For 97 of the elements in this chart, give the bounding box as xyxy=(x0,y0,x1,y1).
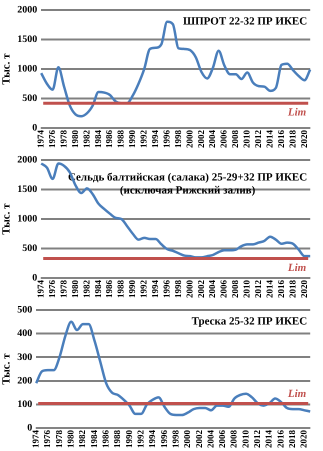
y-axis-title: Тыс. т xyxy=(0,352,12,385)
x-tick-label: 1998 xyxy=(172,280,183,298)
text: ШПРОТ 22-32 ПР ИКЕС xyxy=(183,15,308,28)
x-tick-label: 2016 xyxy=(275,430,286,448)
x-tick-label: 1994 xyxy=(150,280,160,298)
y-tick-label: 300 xyxy=(17,352,32,363)
ref-line-label: Lim xyxy=(286,388,307,400)
x-tick-label: 2002 xyxy=(194,430,204,448)
ref-line-label: Lim xyxy=(286,106,307,119)
x-tick-label: 1988 xyxy=(116,280,126,298)
x-tick-label: 1974 xyxy=(36,130,46,148)
x-tick-label: 2014 xyxy=(264,130,274,148)
y-tick-label: 100 xyxy=(17,398,32,410)
x-tick-label: 2014 xyxy=(264,430,274,448)
x-tick-label: 2004 xyxy=(205,430,216,448)
y-tick-label: 1000 xyxy=(17,64,38,75)
x-tick-label: 1986 xyxy=(104,280,114,298)
x-tick-label: 1982 xyxy=(81,280,92,298)
x-tick-label: 1996 xyxy=(161,280,172,298)
x-tick-label: 2012 xyxy=(252,430,262,448)
x-tick-label: 1990 xyxy=(127,280,138,298)
x-tick-label: 2012 xyxy=(253,280,264,298)
x-tick-label: 1980 xyxy=(66,430,76,448)
x-tick-label: 2018 xyxy=(287,430,298,448)
x-tick-label: 2016 xyxy=(276,130,286,148)
x-tick-label: 2012 xyxy=(253,130,264,148)
x-tick-label: 2018 xyxy=(287,280,298,298)
x-tick-label: 2010 xyxy=(242,280,252,298)
x-tick-label: 1986 xyxy=(104,130,114,148)
x-tick-label: 2016 xyxy=(276,280,286,298)
x-tick-label: 1978 xyxy=(54,430,64,448)
x-tick-label: 1978 xyxy=(58,280,68,298)
x-tick-label: 1994 xyxy=(150,130,160,148)
x-tick-label: 1998 xyxy=(170,430,180,448)
ref-line-label: Lim xyxy=(286,262,307,274)
x-tick-label: 1994 xyxy=(147,430,158,448)
x-tick-label: 1998 xyxy=(172,130,183,148)
y-tick-label: 0 xyxy=(32,122,38,134)
x-tick-label: 2006 xyxy=(217,430,228,448)
y-tick-label: 0 xyxy=(27,422,32,434)
x-tick-label: 1984 xyxy=(92,280,103,298)
line-series xyxy=(40,162,312,259)
x-tick-label: 2000 xyxy=(182,430,192,448)
y-tick-label: 1500 xyxy=(17,34,38,46)
x-tick-label: 1992 xyxy=(138,130,149,148)
x-tick-label: 1984 xyxy=(88,430,99,448)
y-axis-title: Тыс. т xyxy=(0,52,12,85)
x-tick-label: 1990 xyxy=(127,130,138,148)
x-tick-label: 1992 xyxy=(135,430,146,448)
y-tick-label: 1500 xyxy=(17,184,38,196)
x-tick-label: 1974 xyxy=(36,280,46,298)
x-tick-label: 2000 xyxy=(184,280,194,298)
x-tick-label: 2020 xyxy=(298,280,309,298)
x-tick-label: 1996 xyxy=(161,130,172,148)
x-tick-label: 1986 xyxy=(100,430,110,448)
x-tick-label: 2010 xyxy=(242,130,252,148)
y-tick-label: 500 xyxy=(22,243,38,254)
y-axis-title: Тыс. т xyxy=(0,202,12,235)
y-tick-label: 400 xyxy=(17,328,32,340)
x-tick-label: 1990 xyxy=(124,430,134,448)
x-tick-label: 1988 xyxy=(116,130,126,148)
x-tick-label: 2018 xyxy=(287,130,298,148)
x-tick-label: 2006 xyxy=(218,280,229,298)
x-tick-label: 2020 xyxy=(298,430,309,448)
x-tick-label: 2006 xyxy=(218,130,229,148)
x-tick-label: 1992 xyxy=(138,280,149,298)
x-tick-label: 2002 xyxy=(196,280,206,298)
x-tick-label: 2008 xyxy=(230,280,240,298)
x-tick-label: 1982 xyxy=(81,130,92,148)
x-tick-label: 1996 xyxy=(158,430,169,448)
x-tick-label: 1984 xyxy=(92,130,103,148)
x-tick-label: 1974 xyxy=(30,430,41,448)
text: Треска 25-32 ПР ИКЕС xyxy=(192,315,308,328)
y-tick-label: 0 xyxy=(32,272,38,284)
x-tick-label: 2002 xyxy=(196,130,206,148)
x-tick-label: 2000 xyxy=(184,130,194,148)
x-tick-label: 2008 xyxy=(230,130,240,148)
y-tick-label: 1000 xyxy=(17,214,38,225)
x-tick-label: 2004 xyxy=(207,130,218,148)
x-tick-label: 2014 xyxy=(264,280,274,298)
y-tick-label: 500 xyxy=(17,304,32,316)
x-tick-label: 1976 xyxy=(42,430,52,448)
x-tick-label: 1980 xyxy=(70,280,80,298)
x-tick-label: 1978 xyxy=(58,130,68,148)
x-tick-label: 2004 xyxy=(207,280,218,298)
y-tick-label: 2000 xyxy=(17,154,38,166)
x-tick-label: 1976 xyxy=(46,280,57,298)
x-tick-label: 2010 xyxy=(240,430,250,448)
y-tick-label: 2000 xyxy=(17,4,38,16)
x-tick-label: 2020 xyxy=(298,130,309,148)
x-tick-label: 2008 xyxy=(228,430,239,448)
x-tick-label: 1988 xyxy=(112,430,122,448)
y-tick-label: 200 xyxy=(17,375,32,386)
x-tick-label: 1980 xyxy=(70,130,80,148)
y-tick-label: 500 xyxy=(22,93,38,104)
x-tick-label: 1976 xyxy=(46,130,57,148)
x-tick-label: 1982 xyxy=(77,430,88,448)
